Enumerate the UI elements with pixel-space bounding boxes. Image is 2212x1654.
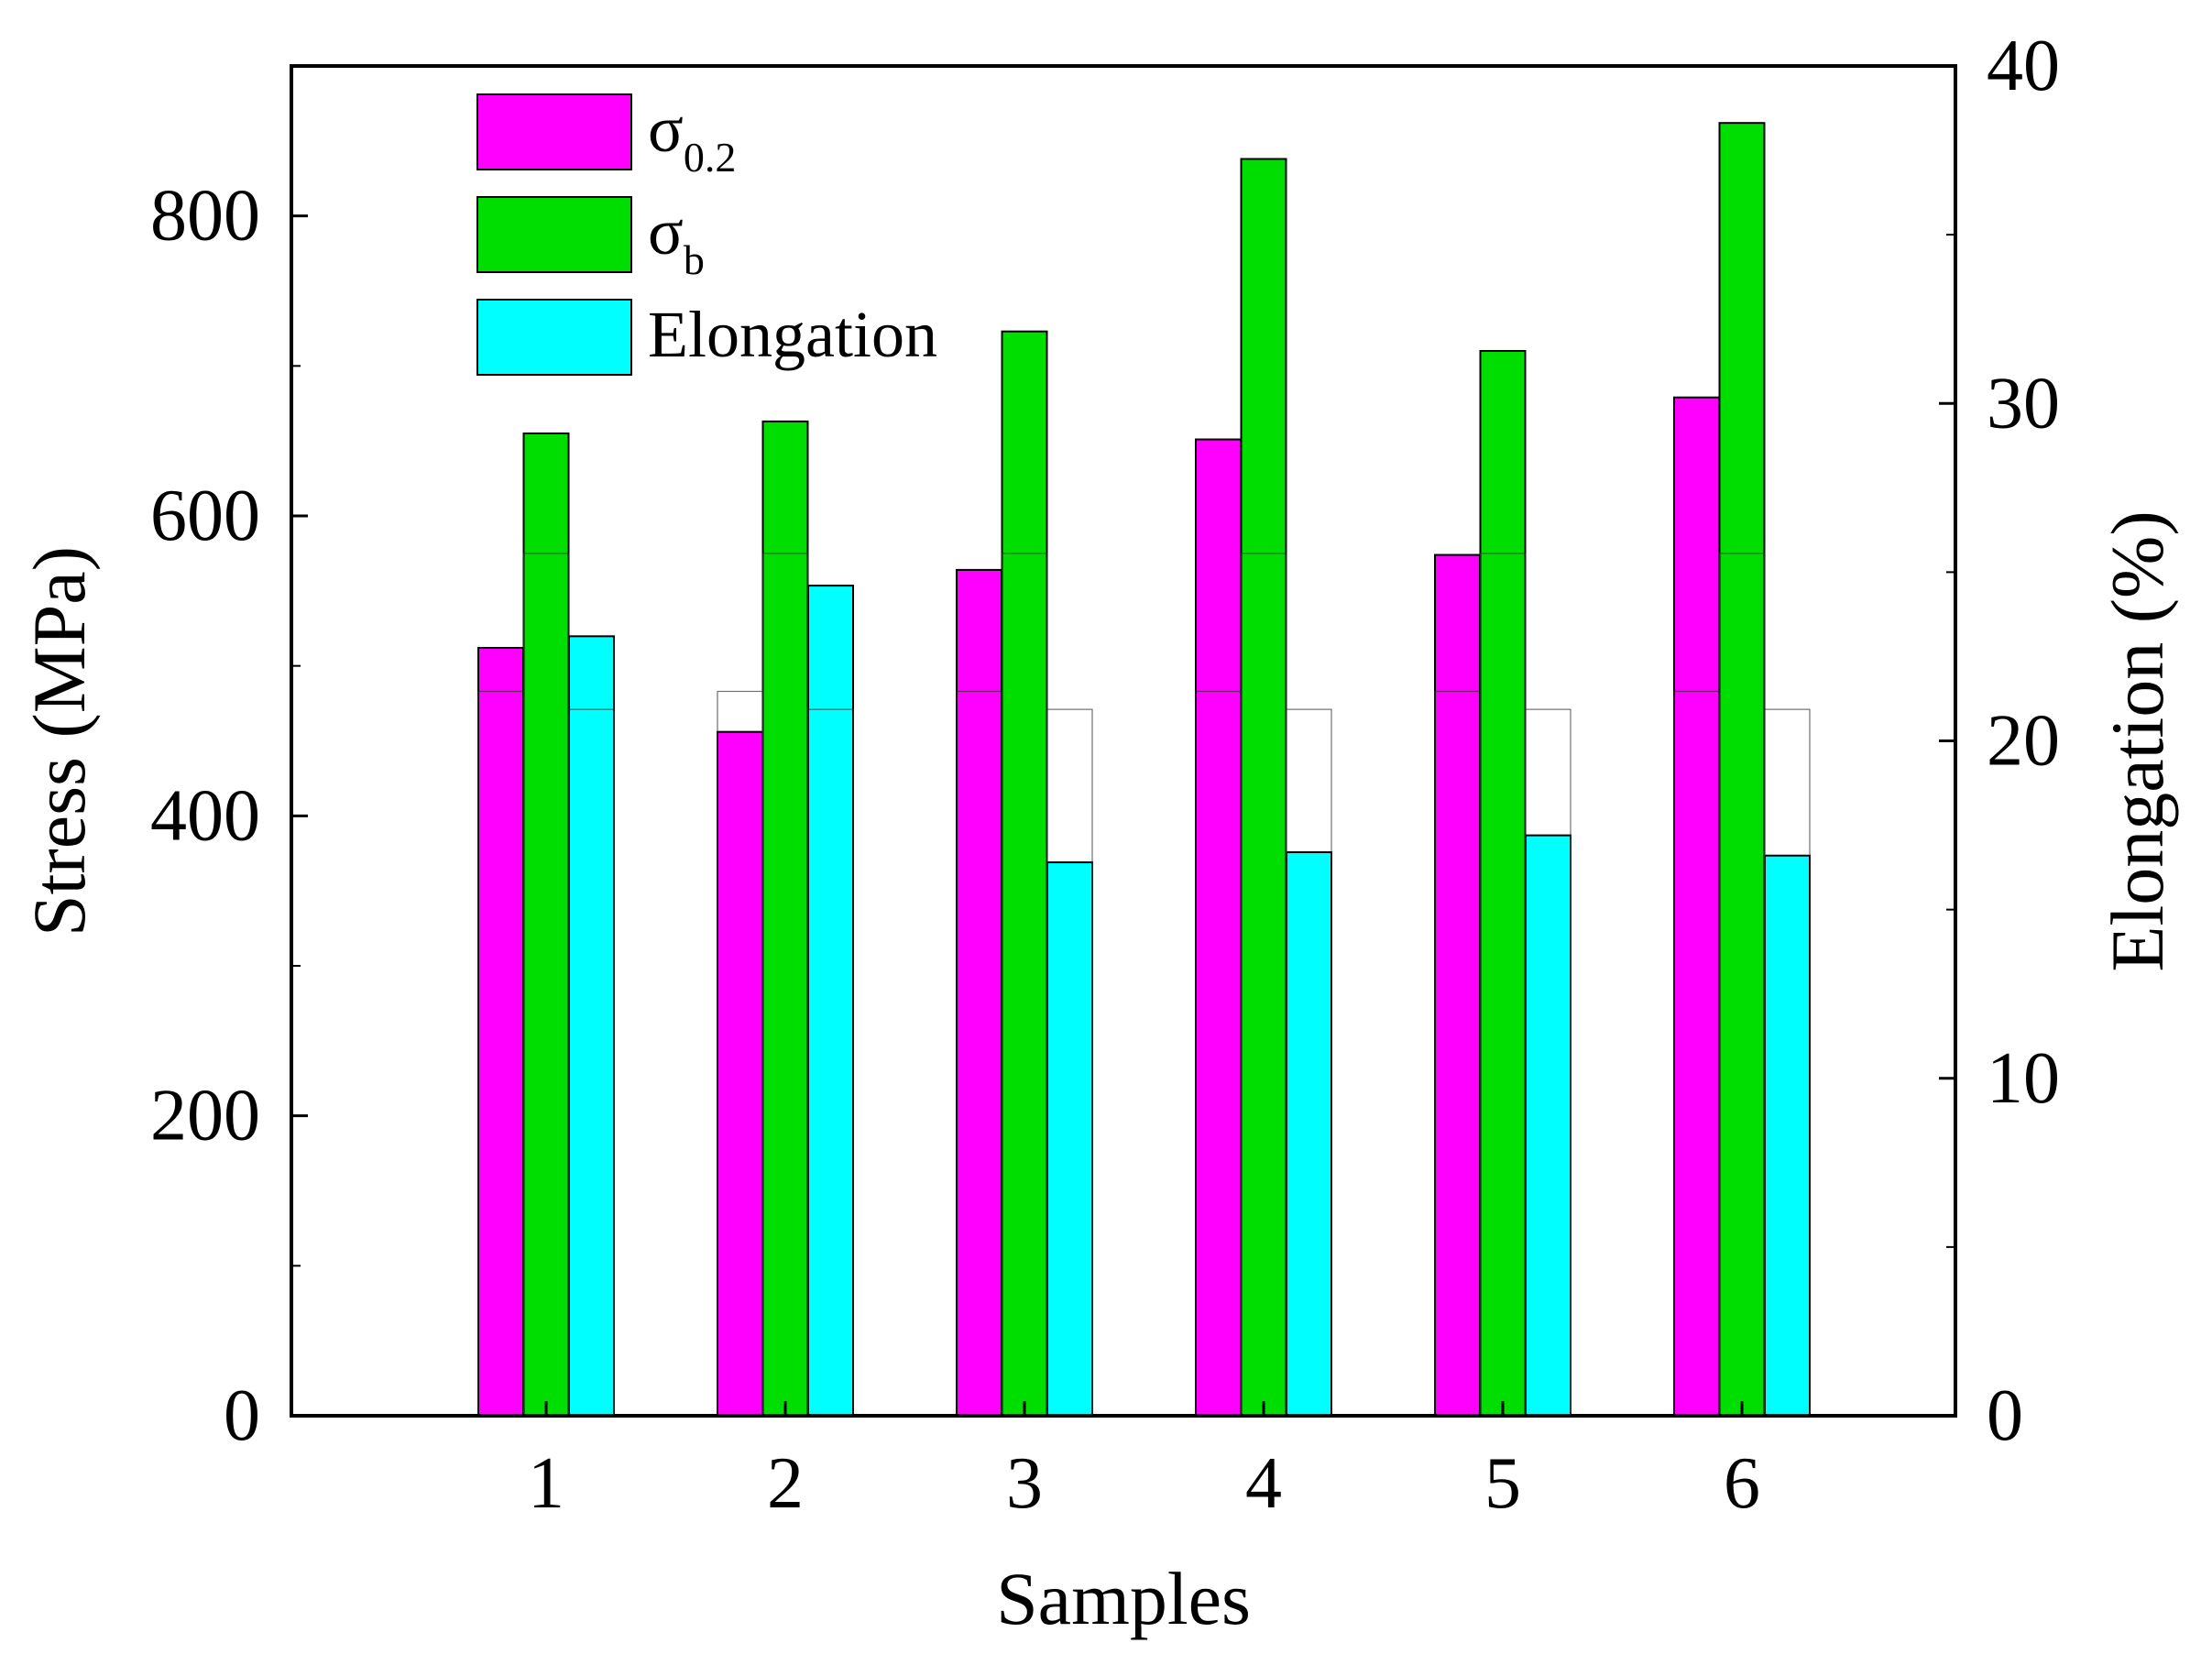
y2-tick-label: 10	[1987, 1038, 2060, 1119]
x-axis-title: Samples	[996, 1557, 1251, 1640]
legend-swatch-elongation	[476, 299, 632, 376]
y2-tick-label: 20	[1987, 701, 2060, 782]
bar-02-sample-4	[1195, 438, 1242, 1417]
bar-02-sample-5	[1434, 553, 1481, 1417]
bars-layer	[477, 122, 1811, 1418]
x-tick-label: 5	[1484, 1443, 1521, 1524]
y2-axis-title: Elongation (%)	[2096, 510, 2179, 971]
bar-elongation-sample-2	[807, 585, 854, 1417]
y-axis-title: Stress (MPa)	[17, 546, 101, 937]
legend-label-elongation: Elongation	[648, 298, 937, 371]
y2-tick-label: 40	[1987, 26, 2060, 106]
bar-02-sample-3	[956, 568, 1002, 1417]
bar-b-sample-6	[1718, 122, 1766, 1417]
x-tick-label: 3	[1006, 1443, 1043, 1524]
legend-label-main: Elongation	[648, 298, 937, 371]
x-tick-label: 2	[767, 1443, 804, 1524]
bar-02-sample-2	[717, 730, 763, 1417]
y-tick-label: 800	[150, 176, 260, 257]
bar-b-sample-2	[761, 420, 809, 1417]
bar-elongation-sample-5	[1525, 834, 1571, 1417]
bar-b-sample-4	[1240, 158, 1287, 1417]
legend-swatch-b	[476, 196, 632, 273]
y-tick-label: 200	[150, 1076, 260, 1156]
bar-elongation-sample-3	[1046, 861, 1093, 1417]
legend-label-main: σ	[648, 195, 684, 268]
bar-b-sample-1	[522, 432, 570, 1418]
legend-label-sub: 0.2	[684, 134, 737, 181]
x-tick-label: 1	[528, 1443, 564, 1524]
legend-swatch-02	[476, 93, 632, 170]
y2-tick-label: 30	[1987, 363, 2060, 444]
legend-label-b: σb	[648, 195, 705, 283]
bar-elongation-sample-6	[1764, 854, 1811, 1417]
x-tick-label: 4	[1245, 1443, 1282, 1524]
bar-elongation-sample-1	[568, 635, 615, 1417]
ghost-outline-layer	[477, 553, 1811, 1417]
y2-tick-label: 0	[1987, 1375, 2023, 1456]
bar-02-sample-1	[477, 647, 524, 1417]
bar-b-sample-3	[1001, 330, 1048, 1418]
y-tick-label: 600	[150, 476, 260, 556]
bar-b-sample-5	[1479, 349, 1527, 1417]
y-tick-label: 0	[224, 1375, 260, 1456]
legend-label-02: σ0.2	[648, 93, 736, 181]
bar-02-sample-6	[1673, 396, 1720, 1417]
bar-elongation-sample-4	[1286, 851, 1332, 1417]
x-tick-label: 6	[1724, 1443, 1760, 1524]
y-tick-label: 400	[150, 775, 260, 856]
ticks-layer: 1 2 3 4 5 6 0 200 400 600 800 0 10 20 30 40	[150, 26, 2060, 1524]
legend-label-main: σ	[648, 93, 684, 166]
legend-label-sub: b	[684, 236, 705, 283]
